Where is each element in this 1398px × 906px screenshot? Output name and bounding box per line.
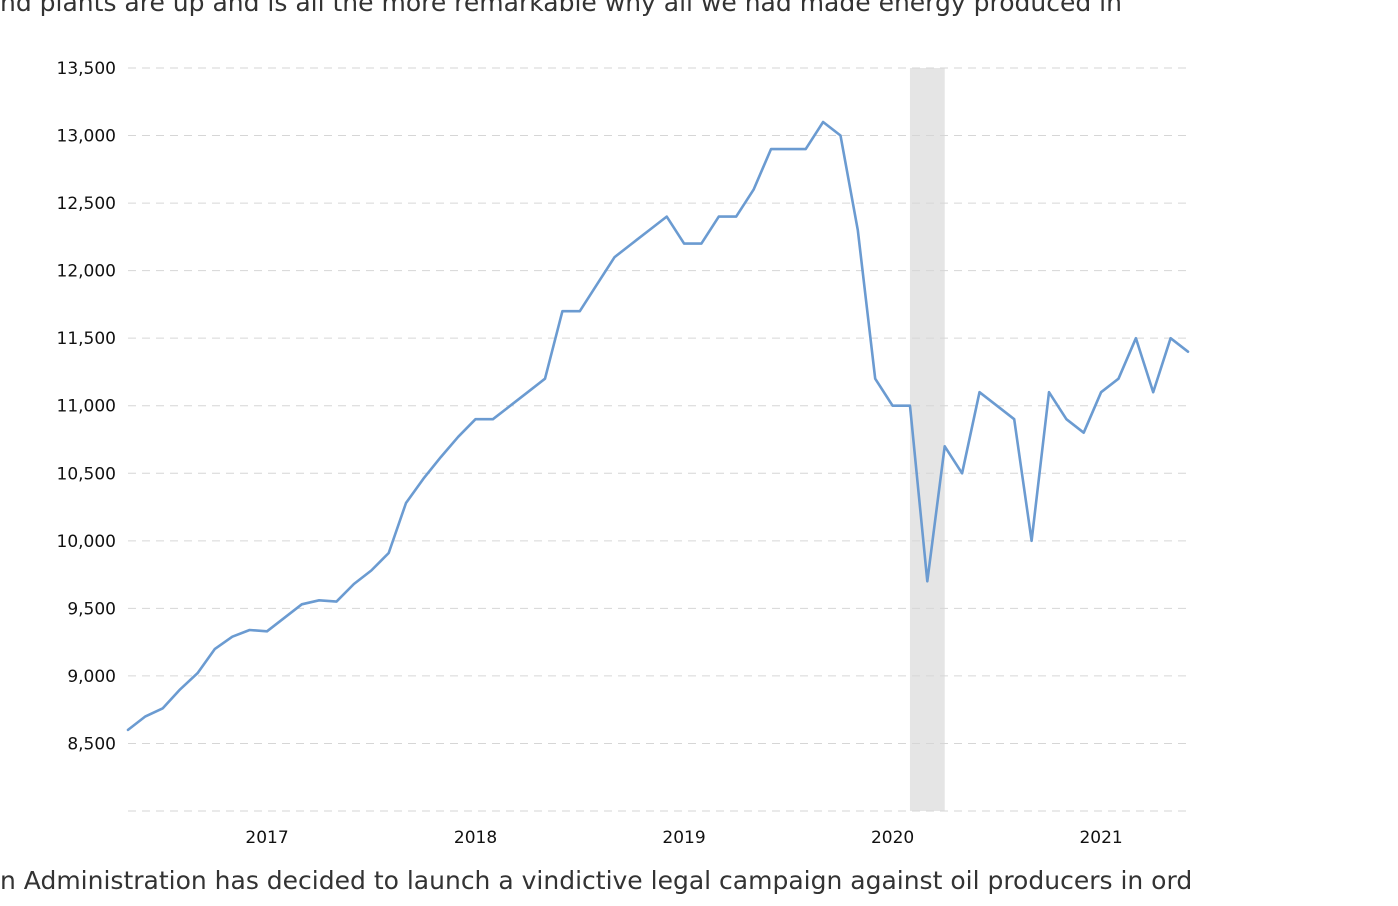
y-tick-label: 9,500: [67, 599, 116, 619]
y-tick-label: 10,000: [57, 532, 116, 552]
x-axis: 2017 2018 2019 2020 2021: [245, 828, 1122, 848]
article-text-above: nd plants are up and is all the more rem…: [0, 0, 1122, 17]
y-axis: 8,500 9,000 9,500 10,000 10,500 11,000 11,500 1…: [57, 59, 116, 754]
y-tick-label: 11,000: [57, 397, 116, 417]
recession-band: [909, 68, 945, 811]
x-tick-label: 2017: [245, 828, 288, 848]
gridlines: [128, 67, 1188, 812]
y-tick-label: 12,000: [57, 262, 116, 282]
x-tick-label: 2020: [871, 828, 914, 848]
y-tick-label: 9,000: [67, 667, 116, 687]
y-tick-label: 12,500: [57, 194, 116, 214]
x-tick-label: 2018: [454, 828, 497, 848]
article-text-below: n Administration has decided to launch a…: [0, 866, 1193, 895]
series-line: [126, 120, 1190, 732]
x-tick-label: 2021: [1079, 828, 1122, 848]
y-tick-label: 13,500: [57, 59, 116, 79]
y-tick-label: 13,000: [57, 127, 116, 147]
recession-band-layer: [909, 68, 945, 811]
y-tick-label: 11,500: [57, 329, 116, 349]
y-tick-label: 8,500: [67, 734, 116, 754]
x-tick-label: 2019: [662, 828, 705, 848]
line-chart: 8,500 9,000 9,500 10,000 10,500 11,000 11,500 1…: [57, 59, 1190, 848]
series-layer: [126, 120, 1190, 732]
y-tick-label: 10,500: [57, 464, 116, 484]
